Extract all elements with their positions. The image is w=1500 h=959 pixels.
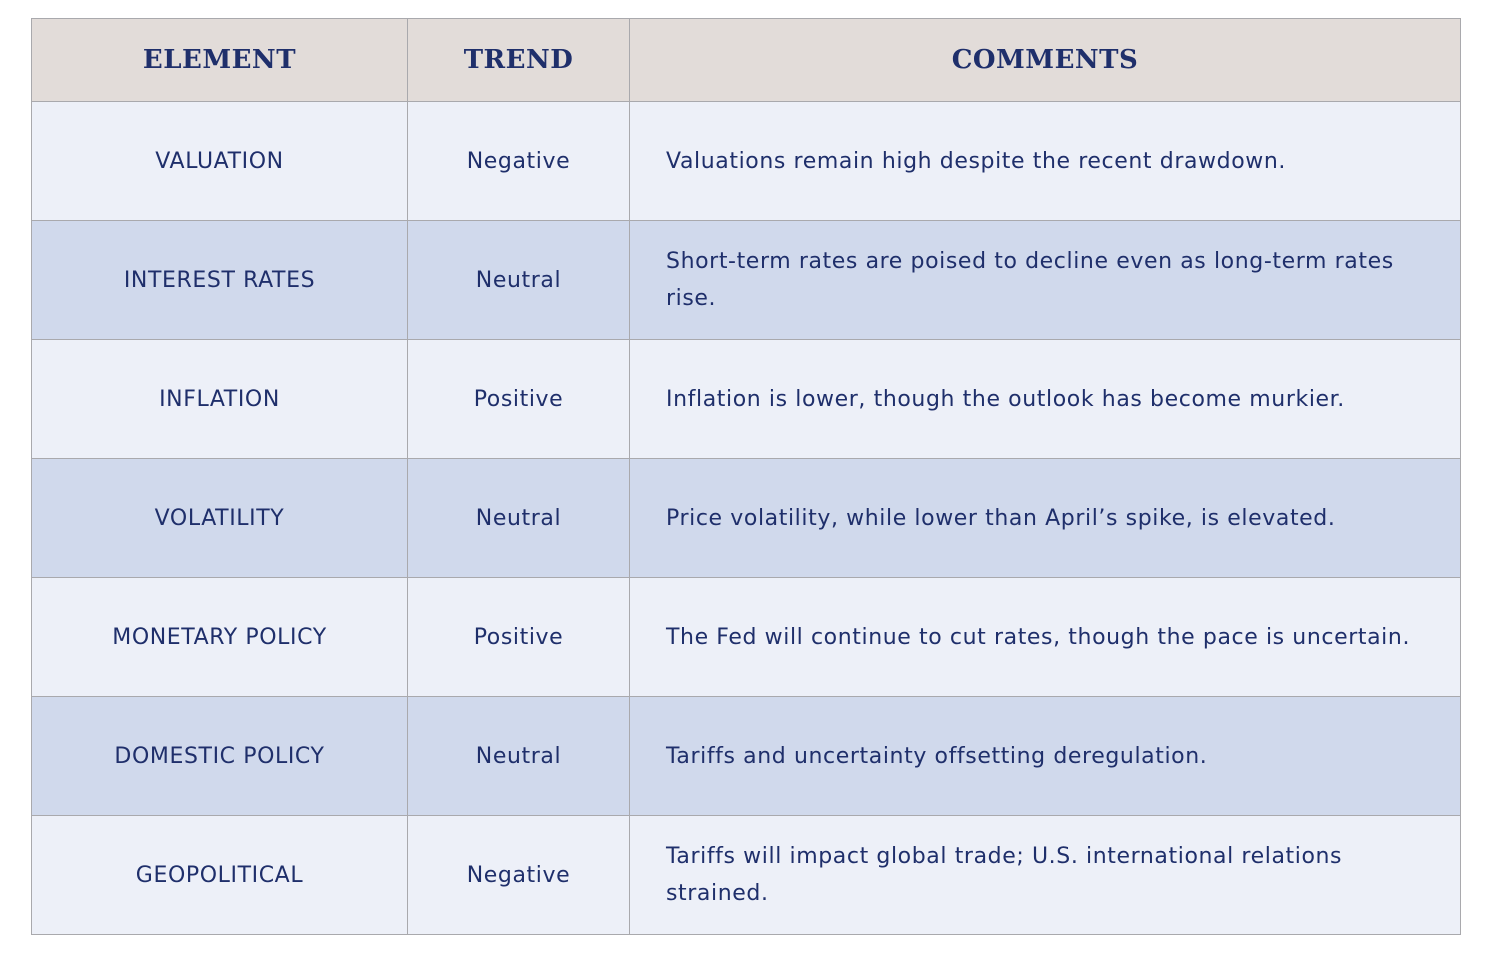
table-row: MONETARY POLICY Positive The Fed will co… [31,577,1461,697]
header-comments: COMMENTS [629,18,1461,102]
table-row: GEOPOLITICAL Negative Tariffs will impac… [31,815,1461,935]
trend-cell: Neutral [407,458,630,578]
comment-cell: Valuations remain high despite the recen… [629,101,1461,221]
trend-cell: Positive [407,577,630,697]
element-cell: GEOPOLITICAL [31,815,408,935]
table-row: DOMESTIC POLICY Neutral Tariffs and unce… [31,696,1461,816]
comment-cell: Short-term rates are poised to decline e… [629,220,1461,340]
element-cell: INFLATION [31,339,408,459]
element-cell: DOMESTIC POLICY [31,696,408,816]
comment-cell: Tariffs will impact global trade; U.S. i… [629,815,1461,935]
trend-cell: Neutral [407,220,630,340]
table-row: INTEREST RATES Neutral Short-term rates … [31,220,1461,340]
outlook-table-container: ELEMENT TREND COMMENTS VALUATION Negativ… [31,18,1461,935]
header-element: ELEMENT [31,18,408,102]
trend-cell: Neutral [407,696,630,816]
trend-cell: Negative [407,101,630,221]
element-cell: VALUATION [31,101,408,221]
comment-cell: The Fed will continue to cut rates, thou… [629,577,1461,697]
comment-cell: Price volatility, while lower than April… [629,458,1461,578]
table-row: VALUATION Negative Valuations remain hig… [31,101,1461,221]
element-cell: MONETARY POLICY [31,577,408,697]
element-cell: INTEREST RATES [31,220,408,340]
table-row: VOLATILITY Neutral Price volatility, whi… [31,458,1461,578]
comment-cell: Inflation is lower, though the outlook h… [629,339,1461,459]
comment-cell: Tariffs and uncertainty offsetting dereg… [629,696,1461,816]
outlook-table: ELEMENT TREND COMMENTS VALUATION Negativ… [31,18,1461,935]
trend-cell: Positive [407,339,630,459]
trend-cell: Negative [407,815,630,935]
header-trend: TREND [407,18,630,102]
element-cell: VOLATILITY [31,458,408,578]
table-row: INFLATION Positive Inflation is lower, t… [31,339,1461,459]
table-header-row: ELEMENT TREND COMMENTS [31,18,1461,102]
